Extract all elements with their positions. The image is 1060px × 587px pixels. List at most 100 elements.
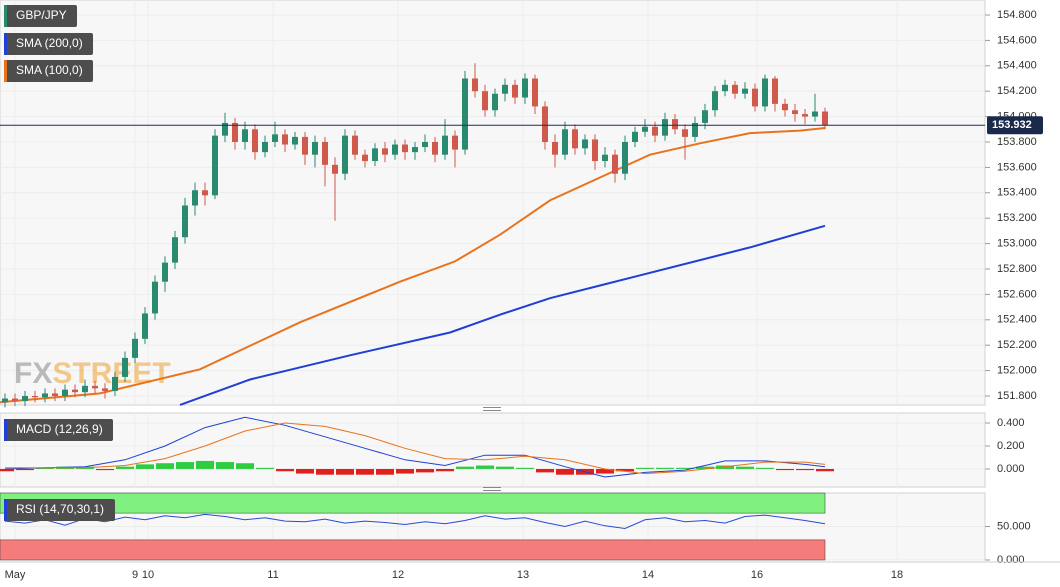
candle-body xyxy=(32,395,38,398)
y-tick-label: 154.600 xyxy=(997,34,1037,46)
legend-item: GBP/JPY xyxy=(4,5,77,27)
candle-body xyxy=(312,141,318,155)
y-tick-label: 151.800 xyxy=(997,390,1037,402)
candle-body xyxy=(2,398,8,403)
x-tick-label: 14 xyxy=(642,569,654,581)
candle-body xyxy=(632,131,638,142)
candle-body xyxy=(532,78,538,107)
candle-body xyxy=(302,136,308,155)
macd-histogram-bar xyxy=(776,468,794,471)
oversold-zone xyxy=(0,539,826,561)
candle-body xyxy=(752,88,758,107)
x-tick-label: May xyxy=(5,569,26,581)
macd-histogram-bar xyxy=(556,468,574,475)
y-tick-label: 153.600 xyxy=(997,161,1037,173)
macd-histogram-bar xyxy=(516,467,534,469)
macd-histogram-bar xyxy=(336,468,354,475)
legend-label: RSI (14,70,30,1) xyxy=(16,502,104,516)
candle-body xyxy=(422,141,428,148)
candle-body xyxy=(712,91,718,111)
candle-body xyxy=(192,190,198,206)
candle-body xyxy=(382,148,388,155)
legend-box xyxy=(4,419,113,441)
candle-body xyxy=(512,84,518,98)
macd-histogram-bar xyxy=(316,468,334,475)
candle-body xyxy=(72,389,78,393)
macd-histogram-bar xyxy=(396,468,414,474)
candle-body xyxy=(202,190,208,196)
candle-body xyxy=(252,129,258,153)
candle-body xyxy=(272,134,278,142)
legend-item: SMA (200,0) xyxy=(4,33,93,55)
legend-swatch xyxy=(4,5,7,27)
candle-body xyxy=(572,129,578,149)
macd-histogram-bar xyxy=(816,468,834,472)
legend-item: RSI (14,70,30,1) xyxy=(4,499,115,521)
y-tick-label: 0.000 xyxy=(997,463,1025,475)
macd-histogram-bar xyxy=(496,466,514,469)
overbought-zone xyxy=(0,492,826,514)
legend-item: MACD (12,26,9) xyxy=(4,419,113,441)
y-tick-label: 154.200 xyxy=(997,85,1037,97)
legend-box xyxy=(4,33,93,55)
legend-label: MACD (12,26,9) xyxy=(16,422,103,436)
candle-body xyxy=(112,376,118,391)
macd-histogram-bar xyxy=(276,468,294,472)
macd-histogram-bar xyxy=(16,468,34,471)
candle-body xyxy=(472,78,478,92)
macd-histogram-bar xyxy=(256,467,274,469)
macd-histogram-bar xyxy=(636,467,654,469)
sma-line xyxy=(179,224,826,406)
candle-body xyxy=(452,135,458,150)
candle-body xyxy=(682,129,688,137)
candle-body xyxy=(322,141,328,165)
legend-box xyxy=(4,5,77,27)
y-tick-label: 0.400 xyxy=(997,417,1025,429)
candle-body xyxy=(462,78,468,150)
y-tick-label: 152.200 xyxy=(997,339,1037,351)
macd-histogram-bar xyxy=(96,468,114,471)
macd-histogram-bar xyxy=(216,462,234,469)
macd-histogram-bar xyxy=(676,467,694,469)
candle-body xyxy=(232,122,238,142)
y-tick-label: 0.000 xyxy=(997,554,1025,566)
y-tick-label: 153.400 xyxy=(997,187,1037,199)
legend-label: GBP/JPY xyxy=(16,8,67,22)
macd-line xyxy=(4,416,826,478)
x-tick-label: 12 xyxy=(392,569,404,581)
candle-body xyxy=(62,389,68,396)
macd-line xyxy=(5,422,826,475)
candle-body xyxy=(782,103,788,111)
candle-body xyxy=(722,84,728,92)
watermark: FXSTREET xyxy=(14,357,171,390)
candle-body xyxy=(552,141,558,155)
candle-body xyxy=(352,135,358,155)
candle-body xyxy=(212,135,218,196)
macd-histogram-bar xyxy=(616,468,634,472)
candle-body xyxy=(792,110,798,115)
candle-body xyxy=(132,338,138,358)
candle-body xyxy=(772,78,778,104)
candle-body xyxy=(152,281,158,314)
candle-body xyxy=(82,385,88,393)
legend-swatch xyxy=(4,33,7,55)
candle-body xyxy=(242,129,248,142)
candle-body xyxy=(122,357,128,377)
candle-body xyxy=(162,262,168,282)
macd-histogram-bar xyxy=(536,468,554,473)
candle-body xyxy=(42,393,48,398)
macd-histogram-bar xyxy=(176,462,194,469)
x-tick-label: 9 xyxy=(132,569,138,581)
candle-body xyxy=(592,139,598,162)
candle-body xyxy=(742,88,748,94)
candle-body xyxy=(802,114,808,117)
candle-body xyxy=(692,122,698,137)
candle-body xyxy=(342,135,348,174)
candle-body xyxy=(612,154,618,174)
macd-histogram-bar xyxy=(596,468,614,474)
macd-histogram-bar xyxy=(116,466,134,469)
x-tick-label: 11 xyxy=(267,569,278,581)
candle-body xyxy=(642,126,648,132)
candle-body xyxy=(412,147,418,153)
macd-histogram-bar xyxy=(376,468,394,475)
